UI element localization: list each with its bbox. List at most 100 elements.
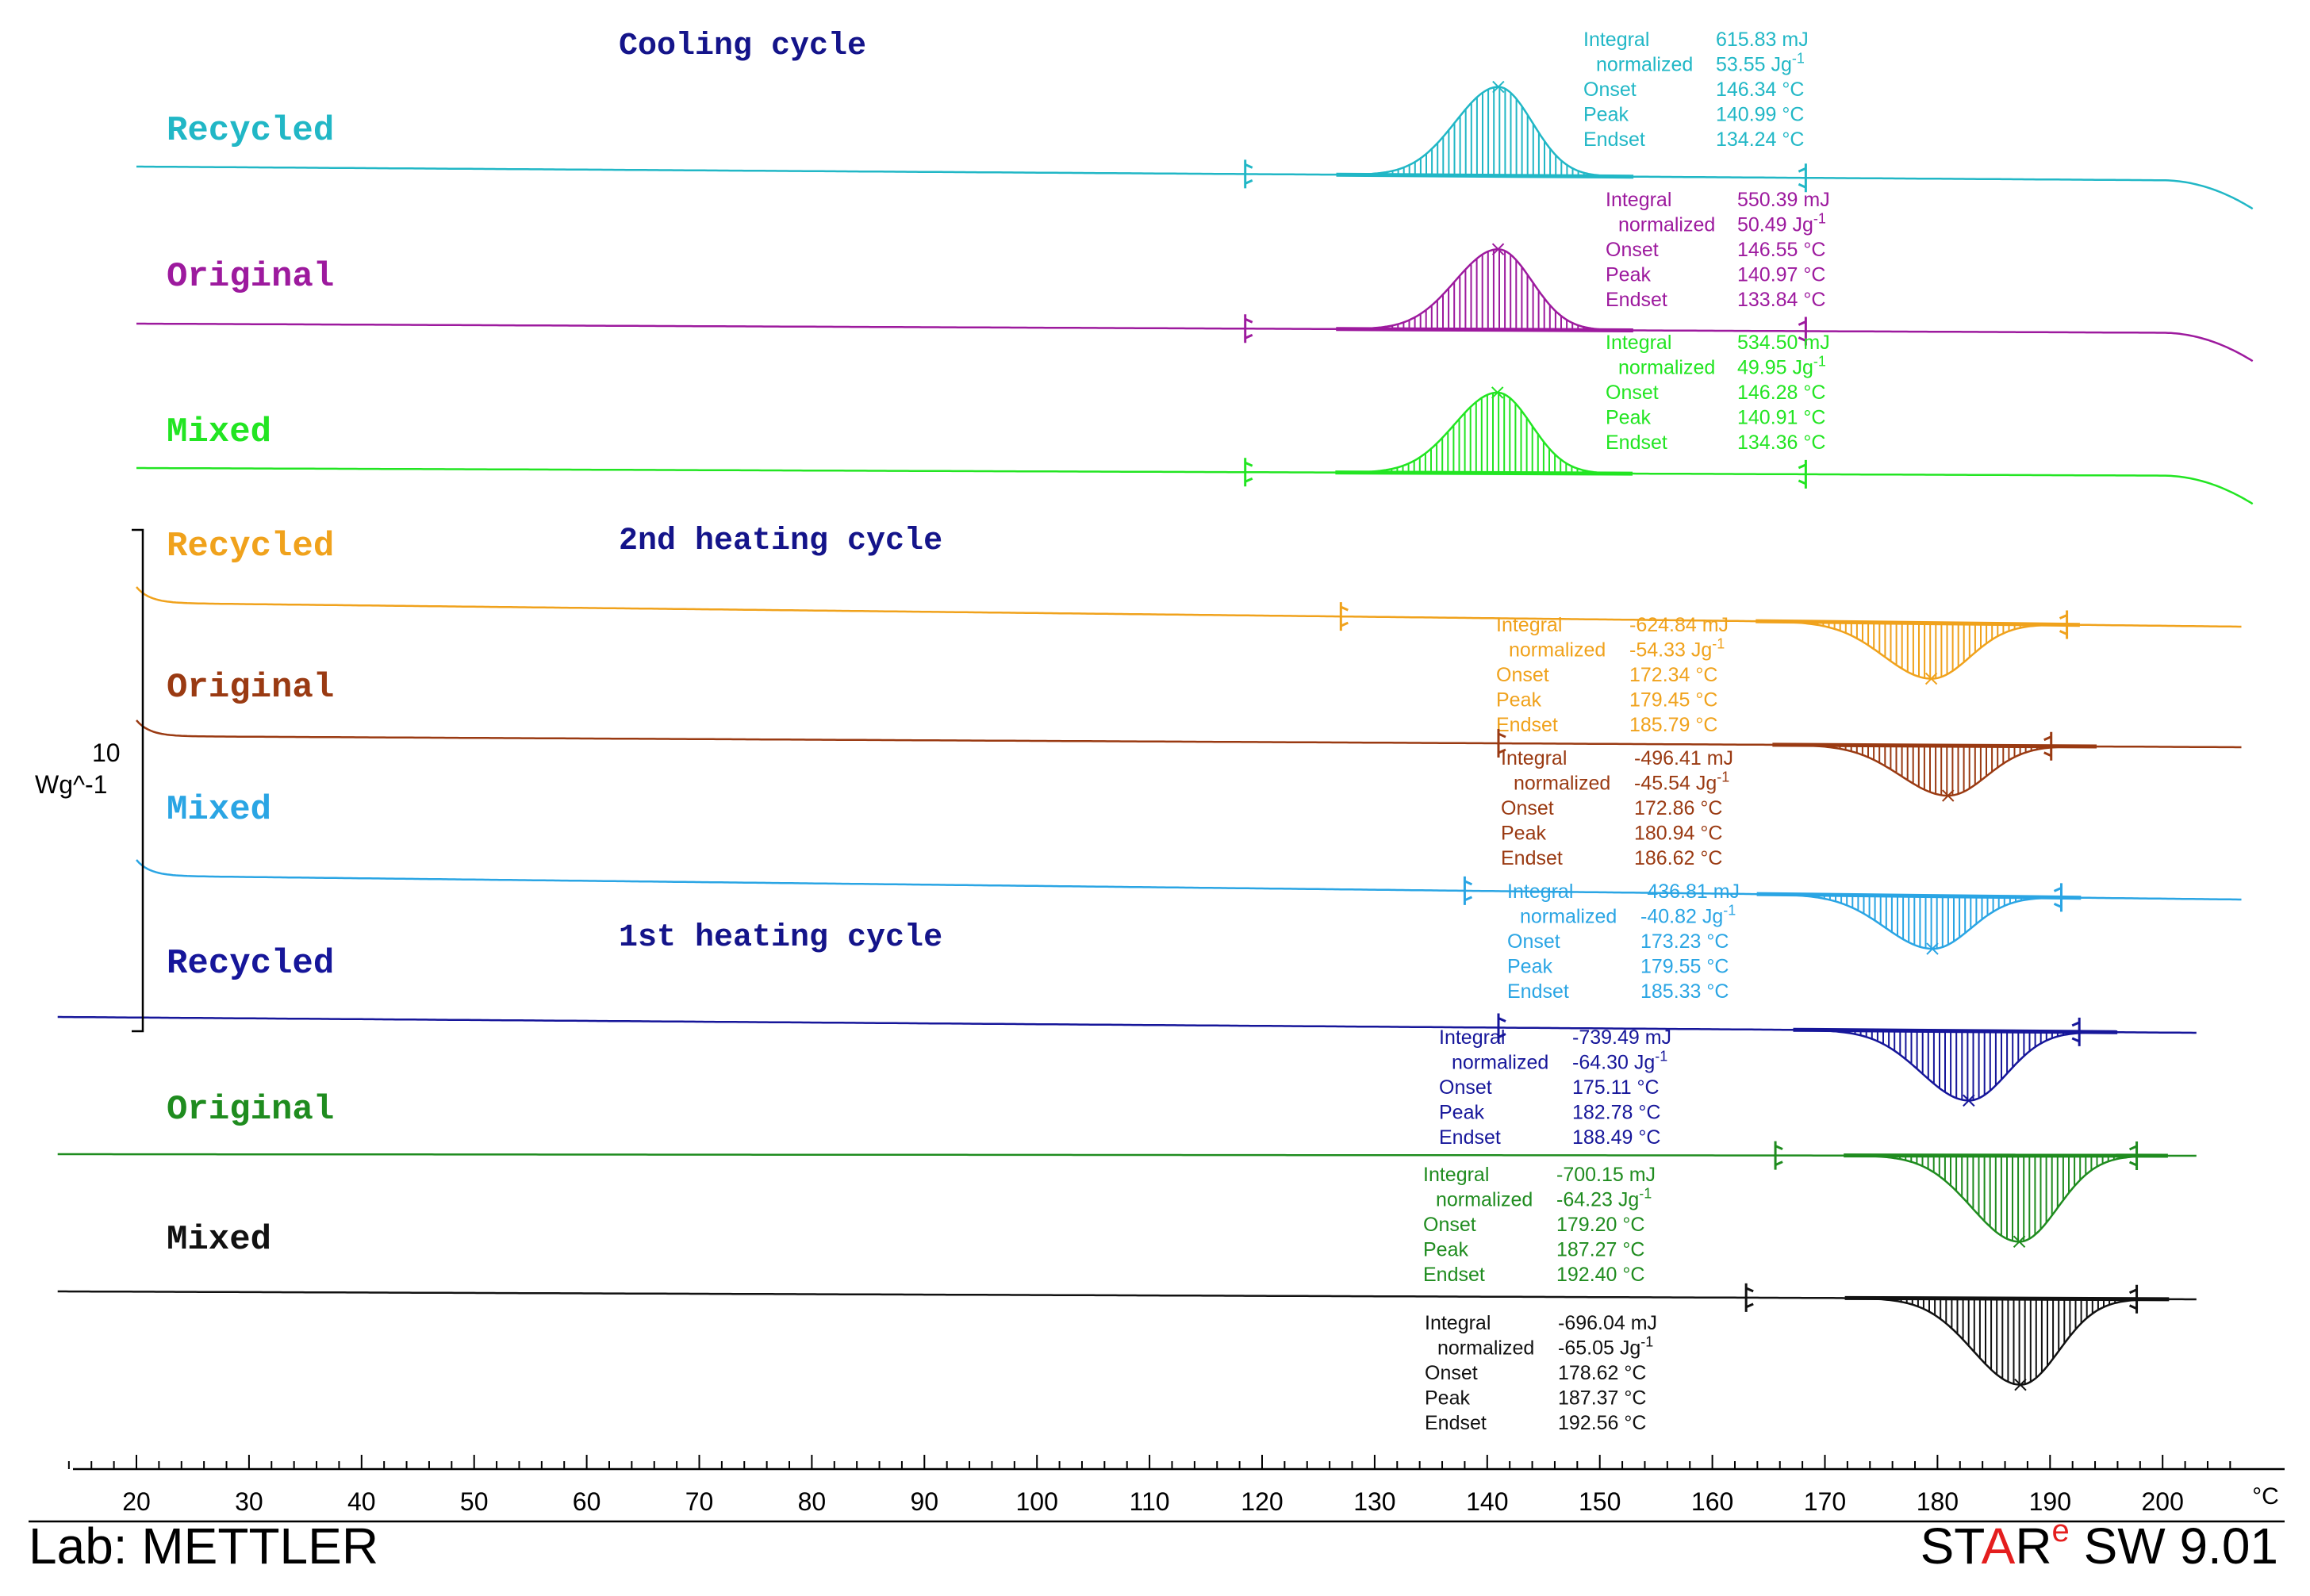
result-value-5-0: -436.81 mJ (1640, 880, 1740, 903)
dsc-chart: Cooling cycle 2nd heating cycle 1st heatin… (29, 29, 2285, 1523)
x-tick-label-30: 30 (235, 1487, 263, 1516)
series-label-6: Recycled (167, 944, 334, 984)
x-tick-label-90: 90 (911, 1487, 939, 1516)
limit-marker-4-0 (1497, 729, 1506, 758)
series-label-2: Mixed (167, 412, 271, 452)
result-value-5-3: 179.55 °C (1640, 956, 1729, 978)
x-tick-label-160: 160 (1691, 1487, 1733, 1516)
normalized-exponent: -1 (1655, 1049, 1667, 1065)
series-baseline-0 (1336, 172, 1634, 179)
peak-marker-0 (1492, 80, 1505, 94)
result-label-0-0: Integral (1583, 29, 1649, 51)
scale-bar-unit: Wg^-1 (35, 770, 107, 799)
result-label-0-4: Endset (1583, 129, 1645, 151)
series-line-4 (136, 719, 2242, 797)
series-baseline-3 (1756, 619, 2080, 627)
result-value-4-3: 180.94 °C (1634, 823, 1722, 845)
x-tick-label-130: 130 (1353, 1487, 1395, 1516)
x-tick-label-20: 20 (122, 1487, 151, 1516)
limit-marker-6-0 (1497, 1013, 1506, 1042)
normalized-value: 49.95 Jg (1737, 357, 1813, 379)
normalized-value: -64.23 Jg (1556, 1189, 1639, 1211)
result-value-0-4: 134.24 °C (1716, 129, 1804, 151)
result-value-7-1: -64.23 Jg-1 (1556, 1186, 1652, 1211)
peak-marker-8 (2014, 1378, 2027, 1391)
result-value-3-0: -624.84 mJ (1629, 614, 1729, 636)
normalized-exponent: -1 (1792, 51, 1805, 67)
series-label-3: Recycled (167, 527, 334, 566)
result-value-1-1: 50.49 Jg-1 (1737, 211, 1826, 236)
x-tick-label-150: 150 (1579, 1487, 1621, 1516)
group-title-0: Cooling cycle (619, 29, 866, 64)
result-label-2-4: Endset (1606, 432, 1667, 454)
result-label-8-3: Peak (1425, 1387, 1470, 1410)
result-value-8-1: -65.05 Jg-1 (1558, 1334, 1653, 1360)
result-label-8-1: normalized (1437, 1337, 1534, 1360)
result-label-8-0: Integral (1425, 1312, 1491, 1334)
result-label-4-1: normalized (1514, 773, 1610, 795)
limit-marker-6-1 (2071, 1017, 2081, 1046)
peak-marker-2 (1491, 386, 1504, 399)
result-label-5-3: Peak (1507, 956, 1552, 978)
x-tick-label-180: 180 (1917, 1487, 1959, 1516)
series-label-8: Mixed (167, 1220, 271, 1260)
result-value-2-1: 49.95 Jg-1 (1737, 354, 1826, 379)
brand-version: SW 9.01 (2069, 1517, 2278, 1575)
result-label-0-1: normalized (1596, 54, 1693, 76)
scale-bar-value: 10 (92, 739, 121, 767)
series-hatch-2 (1374, 393, 1595, 474)
result-label-1-0: Integral (1606, 189, 1671, 211)
peak-marker-1 (1491, 243, 1505, 255)
x-tick-label-60: 60 (573, 1487, 601, 1516)
result-value-7-3: 187.27 °C (1556, 1239, 1644, 1261)
result-value-0-1: 53.55 Jg-1 (1716, 51, 1805, 76)
result-value-2-3: 140.91 °C (1737, 407, 1825, 429)
result-value-3-2: 172.34 °C (1629, 664, 1717, 686)
series-label-4: Original (167, 668, 334, 708)
series-baseline-5 (1756, 892, 2082, 900)
limit-marker-2-0 (1244, 458, 1253, 487)
result-label-6-3: Peak (1439, 1102, 1484, 1124)
limit-marker-2-1 (1798, 459, 1807, 489)
result-value-7-2: 179.20 °C (1556, 1214, 1644, 1236)
brand-r: R (2015, 1517, 2052, 1575)
result-value-4-4: 186.62 °C (1634, 847, 1722, 869)
result-value-6-1: -64.30 Jg-1 (1572, 1049, 1667, 1074)
series-hatch-0 (1375, 86, 1596, 177)
series-line-0 (136, 86, 2254, 210)
result-label-6-0: Integral (1439, 1026, 1505, 1049)
result-value-5-2: 173.23 °C (1640, 930, 1729, 953)
result-value-1-2: 146.55 °C (1737, 239, 1825, 261)
x-tick-label-200: 200 (2142, 1487, 2184, 1516)
series-line-1 (136, 247, 2254, 363)
result-label-4-3: Peak (1501, 823, 1546, 845)
result-label-0-2: Onset (1583, 79, 1637, 101)
normalized-value: -40.82 Jg (1640, 906, 1723, 928)
result-label-2-2: Onset (1606, 382, 1659, 404)
result-value-7-0: -700.15 mJ (1556, 1164, 1656, 1186)
result-label-1-4: Endset (1606, 289, 1667, 311)
result-value-8-0: -696.04 mJ (1558, 1312, 1657, 1334)
series-baseline-1 (1336, 327, 1633, 332)
result-label-3-2: Onset (1496, 664, 1549, 686)
result-value-1-4: 133.84 °C (1737, 289, 1825, 311)
normalized-exponent: -1 (1640, 1334, 1653, 1350)
limit-marker-1-0 (1244, 314, 1253, 343)
result-value-4-0: -496.41 mJ (1634, 747, 1733, 769)
result-label-8-4: Endset (1425, 1412, 1487, 1434)
normalized-exponent: -1 (1717, 769, 1729, 785)
series-line-2 (136, 391, 2254, 505)
brand-e: e (2051, 1513, 2070, 1548)
normalized-value: -45.54 Jg (1634, 773, 1717, 795)
lab-label: Lab: METTLER (29, 1517, 379, 1575)
series-baseline-2 (1335, 470, 1633, 476)
x-tick-label-100: 100 (1016, 1487, 1058, 1516)
result-value-7-4: 192.40 °C (1556, 1264, 1644, 1286)
scale-bar (132, 528, 144, 1033)
result-value-0-0: 615.83 mJ (1716, 29, 1809, 51)
limit-marker-7-1 (2128, 1141, 2139, 1170)
result-label-1-1: normalized (1618, 214, 1715, 236)
brand-st: ST (1920, 1517, 1982, 1575)
limit-marker-8-0 (1744, 1283, 1754, 1312)
result-label-4-2: Onset (1501, 797, 1554, 819)
